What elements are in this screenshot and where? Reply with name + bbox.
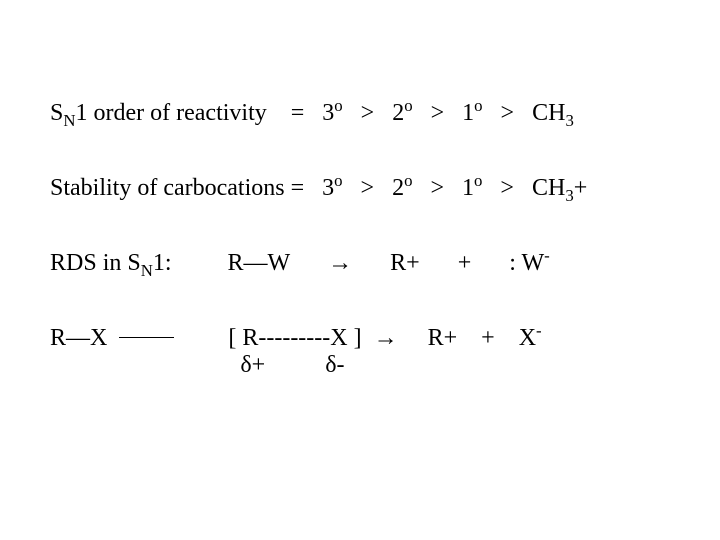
x-anion: X-	[519, 325, 542, 351]
r-w: R—W	[228, 250, 291, 276]
slide-content: SN1 order of reactivity = 3o >2o >1o > CH3 St…	[50, 100, 670, 379]
w-anion: : W-	[509, 250, 549, 276]
gt: >	[501, 100, 515, 126]
gt: >	[361, 100, 375, 126]
gt: >	[431, 100, 445, 126]
r-x: R—X	[50, 325, 107, 351]
transition-bracket: [ R---------X ]	[228, 325, 361, 351]
plus: +	[458, 250, 472, 276]
gt: >	[500, 175, 514, 201]
primary: 1o	[462, 175, 482, 201]
plus: +	[481, 325, 495, 351]
equals: =	[291, 100, 305, 126]
line-transition-state: R—X [ R---------X ] → δ+ δ- R+ + X-	[50, 325, 670, 379]
arrow-icon: →	[328, 250, 352, 276]
partial-charges: δ+ δ-	[228, 352, 397, 379]
stability-label: Stability of carbocations	[50, 175, 285, 201]
reaction-line-icon	[119, 337, 174, 338]
secondary: 2o	[392, 175, 412, 201]
r-cation: R+	[428, 325, 458, 351]
gt: >	[430, 175, 444, 201]
gt: >	[361, 175, 375, 201]
sn1-label: SN1 order of reactivity	[50, 100, 267, 126]
methyl: CH3	[532, 100, 574, 126]
r-cation: R+	[390, 250, 420, 276]
equals: =	[291, 175, 305, 201]
line-sn1-reactivity: SN1 order of reactivity = 3o >2o >1o > CH3	[50, 100, 670, 127]
tertiary: 3o	[322, 100, 342, 126]
rds-label: RDS in SN1:	[50, 250, 172, 276]
primary: 1o	[462, 100, 482, 126]
tertiary: 3o	[322, 175, 342, 201]
arrow-icon: →	[374, 325, 398, 351]
line-carbocation-stability: Stability of carbocations = 3o >2o >1o > CH3+	[50, 175, 670, 202]
methyl-cation: CH3+	[532, 175, 587, 201]
secondary: 2o	[392, 100, 412, 126]
line-rds: RDS in SN1: R—W → R+ + : W-	[50, 250, 670, 277]
